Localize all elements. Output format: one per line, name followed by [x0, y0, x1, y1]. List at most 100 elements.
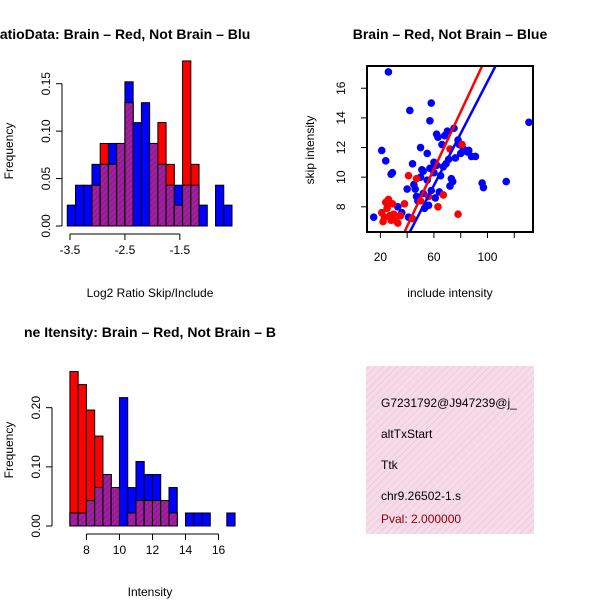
- ratio-histogram-bar-not-brain: [66, 204, 76, 227]
- scatter-point-not-brain: [406, 106, 414, 115]
- scatter-y-tick-label: 14: [334, 111, 348, 125]
- info-pval: Pval: 2.000000: [381, 512, 461, 526]
- scatter-point-not-brain: [408, 160, 417, 168]
- scatter-plot-area: [366, 65, 534, 233]
- scatter-point-not-brain: [369, 213, 378, 221]
- intensity-histogram-x-tick-label: 10: [113, 543, 127, 557]
- ratio-histogram-bar-overlap: [91, 184, 101, 227]
- ratio-histogram-ylabel: Frequency: [2, 123, 16, 180]
- ratio-histogram-bar-overlap: [157, 163, 167, 227]
- scatter-point-brain: [396, 211, 405, 220]
- intensity-histogram-bar-not-brain: [193, 512, 203, 527]
- intensity-histogram-x-tick-label: 12: [146, 543, 160, 557]
- info-box: G7231792@J947239@j_ altTxStart Ttk chr9.…: [366, 366, 534, 534]
- scatter-point-not-brain: [443, 127, 452, 136]
- intensity-histogram-bar-not-brain: [226, 512, 236, 527]
- intensity-histogram-xlabel: Intensity: [128, 585, 173, 599]
- ratio-histogram-x-tick-label: -1.5: [169, 243, 190, 257]
- intensity-histogram-bar-overlap: [143, 500, 153, 527]
- scatter-point-brain: [379, 217, 387, 226]
- info-event-type: altTxStart: [381, 427, 433, 441]
- intensity-histogram-bar-brain: [77, 384, 87, 527]
- ratio-histogram-bars: [66, 60, 233, 227]
- ratio-histogram-bar-overlap: [107, 163, 118, 227]
- scatter-y-tick-label: 16: [334, 81, 348, 95]
- ratio-histogram-panel: RatioData: Brain – Red, Not Brain – Blu …: [0, 26, 250, 300]
- scatter-point-not-brain: [418, 165, 426, 174]
- intensity-histogram-bar-overlap: [168, 512, 178, 527]
- ratio-histogram-bar-not-brain: [198, 204, 208, 227]
- intensity-histogram-title: ne Itensity: Brain – Red, Not Brain – B: [24, 324, 276, 340]
- intensity-histogram-bar-overlap: [135, 500, 145, 527]
- intensity-histogram-bar-not-brain: [118, 397, 129, 527]
- info-box-background: [366, 366, 534, 534]
- scatter-point-brain: [404, 171, 413, 180]
- intensity-histogram-bar-not-brain: [185, 512, 195, 527]
- ratio-histogram-bar-overlap: [173, 204, 184, 227]
- scatter-title: Brain – Red, Not Brain – Blue: [353, 26, 548, 42]
- ratio-histogram-bar-overlap: [99, 163, 109, 227]
- scatter-point-not-brain: [427, 99, 436, 107]
- ratio-histogram-xlabel: Log2 Ratio Skip/Include: [87, 286, 214, 300]
- intensity-histogram-bar-overlap: [127, 512, 137, 527]
- ratio-histogram-y-tick-label: 0.05: [39, 167, 53, 191]
- scatter-point-not-brain: [451, 154, 460, 162]
- fit-line-brain: [403, 66, 484, 232]
- intensity-histogram-y-tick-label: 0.00: [29, 514, 43, 538]
- intensity-histogram-bar-overlap: [160, 500, 170, 527]
- ratio-histogram-axes: -3.5 -2.5 -1.5 0.00 0.05 0.10 0.15: [39, 72, 190, 257]
- scatter-x-tick-label: 100: [477, 250, 497, 264]
- scatter-axes: 20 60 100 8 10 12 14 16: [334, 81, 515, 264]
- ratio-histogram-bar-not-brain: [140, 102, 151, 227]
- scatter-x-tick-label: 20: [374, 250, 388, 264]
- ratio-histogram-bar-overlap: [182, 184, 192, 227]
- info-location: chr9.26502-1.s: [381, 489, 461, 503]
- intensity-histogram-bar-overlap: [151, 500, 162, 527]
- scatter-point-not-brain: [403, 185, 411, 193]
- ratio-histogram-bar-not-brain: [132, 122, 142, 227]
- intensity-histogram-bar-overlap: [69, 512, 79, 527]
- scatter-frame: [366, 65, 534, 233]
- scatter-y-tick-label: 10: [334, 170, 348, 184]
- scatter-point-brain: [384, 195, 393, 204]
- ratio-histogram-bar-overlap: [165, 184, 175, 227]
- scatter-point-not-brain: [463, 148, 472, 156]
- ratio-histogram-y-tick-label: 0.15: [39, 72, 53, 96]
- intensity-histogram-panel: ne Itensity: Brain – Red, Not Brain – B …: [2, 324, 276, 599]
- ratio-histogram-bar-not-brain: [223, 204, 233, 227]
- ratio-histogram-bar-overlap: [149, 142, 159, 227]
- scatter-point-not-brain: [447, 174, 456, 183]
- intensity-histogram-bar-overlap: [85, 500, 96, 527]
- intensity-histogram-y-tick-label: 0.10: [29, 455, 43, 479]
- ratio-histogram-title: RatioData: Brain – Red, Not Brain – Blu: [0, 26, 250, 42]
- intensity-histogram-ylabel: Frequency: [2, 422, 16, 479]
- scatter-point-not-brain: [471, 152, 480, 161]
- scatter-point-not-brain: [479, 183, 488, 192]
- scatter-ylabel: skip intensity: [303, 116, 317, 185]
- scatter-point-brain: [439, 191, 448, 199]
- scatter-point-not-brain: [525, 118, 533, 127]
- scatter-point-not-brain: [426, 117, 434, 125]
- intensity-scatter-panel: Brain – Red, Not Brain – Blue include in…: [303, 26, 547, 300]
- intensity-histogram-x-tick-label: 14: [179, 543, 193, 557]
- scatter-y-tick-label: 8: [334, 203, 348, 210]
- scatter-point-not-brain: [411, 185, 419, 193]
- intensity-histogram-bar-overlap: [110, 487, 120, 527]
- intensity-histogram-bar-overlap: [77, 512, 87, 527]
- intensity-histogram-x-tick-label: 8: [83, 543, 90, 557]
- scatter-point-brain: [454, 210, 462, 219]
- scatter-x-tick-label: 60: [427, 250, 441, 264]
- scatter-xlabel: include intensity: [407, 286, 492, 300]
- scatter-point-brain: [412, 174, 421, 183]
- intensity-histogram-x-tick-label: 16: [212, 543, 226, 557]
- info-gene-symbol: Ttk: [381, 458, 399, 472]
- ratio-histogram-x-tick-label: -2.5: [115, 243, 136, 257]
- scatter-point-not-brain: [502, 177, 511, 186]
- intensity-histogram-bar-brain: [69, 371, 79, 527]
- scatter-point-not-brain: [381, 157, 390, 165]
- ratio-histogram-bar-not-brain: [83, 184, 93, 227]
- intensity-histogram-bar-overlap: [102, 474, 112, 527]
- scatter-point-not-brain: [431, 194, 440, 202]
- fit-line-not-brain: [408, 66, 497, 232]
